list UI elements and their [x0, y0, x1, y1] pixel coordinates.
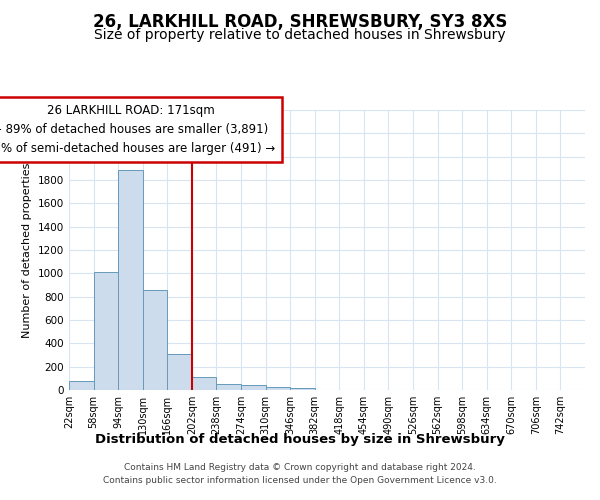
Bar — [192, 377, 217, 390]
Bar — [266, 386, 290, 390]
Bar — [69, 380, 94, 390]
Text: 26, LARKHILL ROAD, SHREWSBURY, SY3 8XS: 26, LARKHILL ROAD, SHREWSBURY, SY3 8XS — [93, 12, 507, 30]
Bar — [241, 386, 266, 390]
Text: Distribution of detached houses by size in Shrewsbury: Distribution of detached houses by size … — [95, 432, 505, 446]
Text: Contains HM Land Registry data © Crown copyright and database right 2024.
Contai: Contains HM Land Registry data © Crown c… — [103, 464, 497, 485]
Text: Size of property relative to detached houses in Shrewsbury: Size of property relative to detached ho… — [94, 28, 506, 42]
Bar — [118, 170, 143, 390]
Y-axis label: Number of detached properties: Number of detached properties — [22, 162, 32, 338]
Bar — [94, 272, 118, 390]
Bar — [290, 388, 315, 390]
Text: 26 LARKHILL ROAD: 171sqm
← 89% of detached houses are smaller (3,891)
11% of sem: 26 LARKHILL ROAD: 171sqm ← 89% of detach… — [0, 104, 275, 156]
Bar — [143, 290, 167, 390]
Bar — [167, 354, 192, 390]
Bar — [217, 384, 241, 390]
